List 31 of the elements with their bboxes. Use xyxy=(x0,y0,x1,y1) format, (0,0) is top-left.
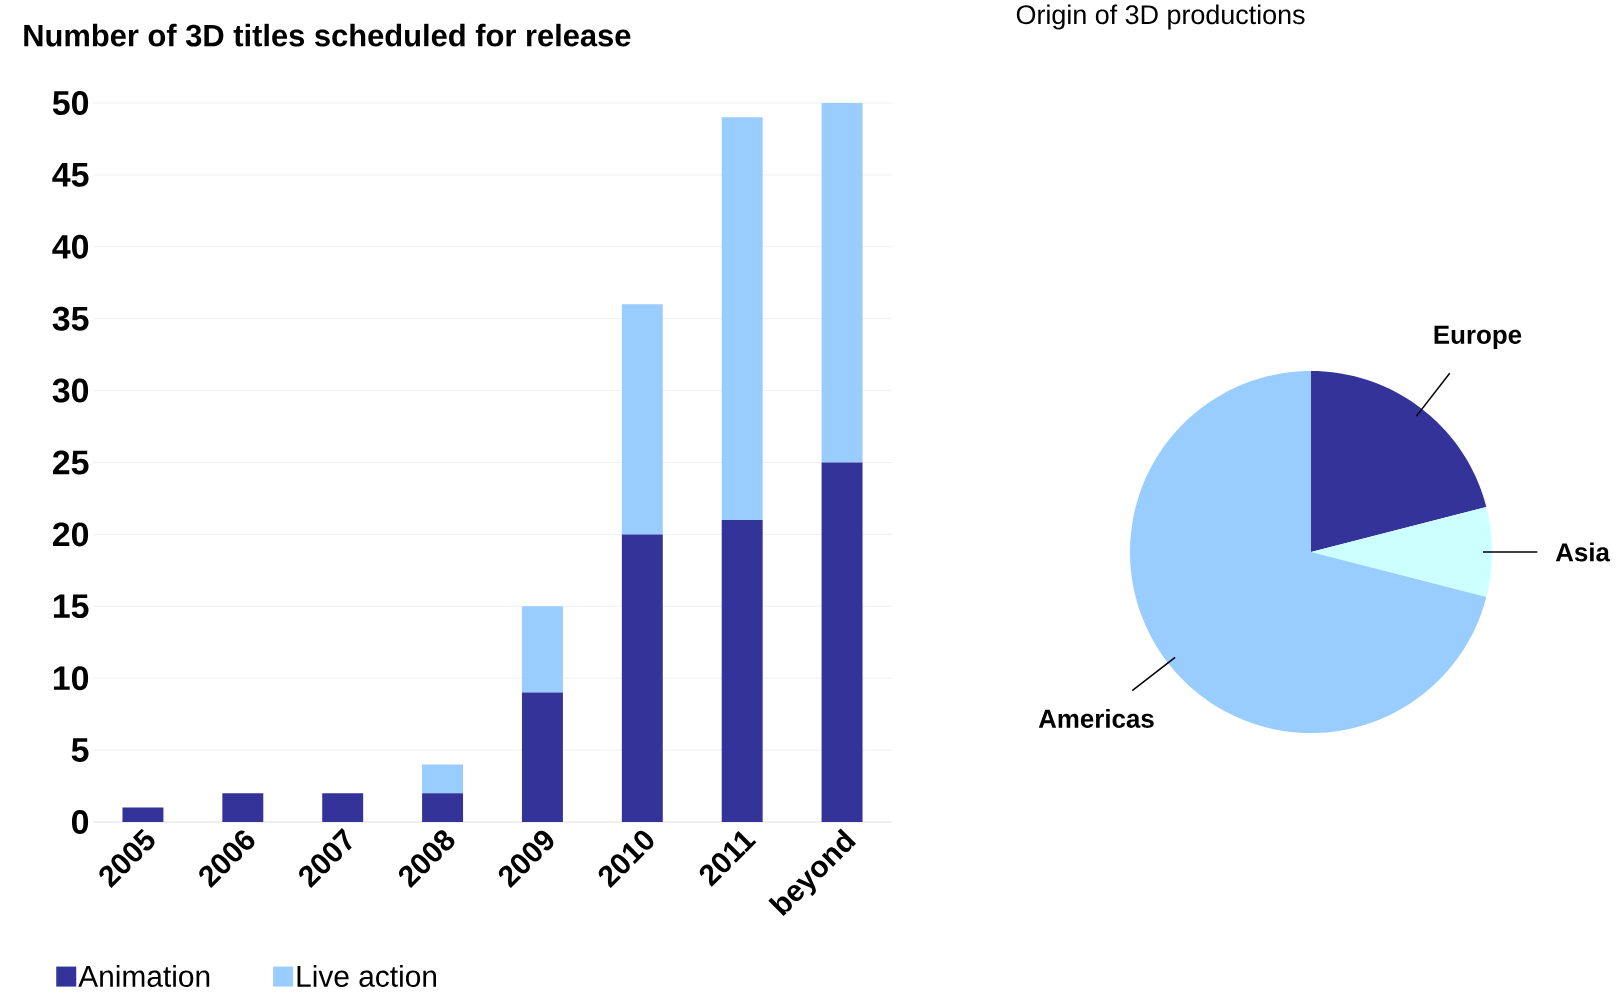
chart-title: Origin of 3D productions xyxy=(1016,4,1305,30)
bar xyxy=(821,102,863,463)
y-tick-label: 45 xyxy=(52,163,89,187)
bar xyxy=(621,534,663,822)
bar xyxy=(521,606,563,693)
bar xyxy=(422,793,464,822)
bar xyxy=(122,807,164,822)
y-tick-label: 50 xyxy=(52,91,89,115)
slice-label: Americas xyxy=(1038,708,1154,728)
bar xyxy=(422,764,464,794)
bar xyxy=(621,304,663,535)
bar xyxy=(222,793,264,822)
y-tick-label: 30 xyxy=(52,378,89,403)
legend-label: Live action xyxy=(297,965,437,987)
y-tick-label: 10 xyxy=(53,666,89,691)
bar xyxy=(721,117,763,521)
slice-label: Europe xyxy=(1434,325,1522,350)
bar xyxy=(521,692,563,822)
y-tick-label: 35 xyxy=(52,306,89,331)
y-tick-label: 20 xyxy=(52,522,89,547)
y-tick-label: 25 xyxy=(52,450,89,475)
legend-label: Animation xyxy=(78,965,210,987)
y-tick-label: 40 xyxy=(52,234,89,259)
bar xyxy=(821,462,863,822)
y-tick-label: 0 xyxy=(71,810,89,834)
y-tick-label: 5 xyxy=(71,738,89,762)
bar xyxy=(322,793,364,822)
bar xyxy=(721,520,763,822)
slice-label: Asia xyxy=(1555,542,1611,562)
chart-title: Number of 3D titles scheduled for release xyxy=(24,23,631,47)
y-tick-label: 15 xyxy=(53,594,89,619)
